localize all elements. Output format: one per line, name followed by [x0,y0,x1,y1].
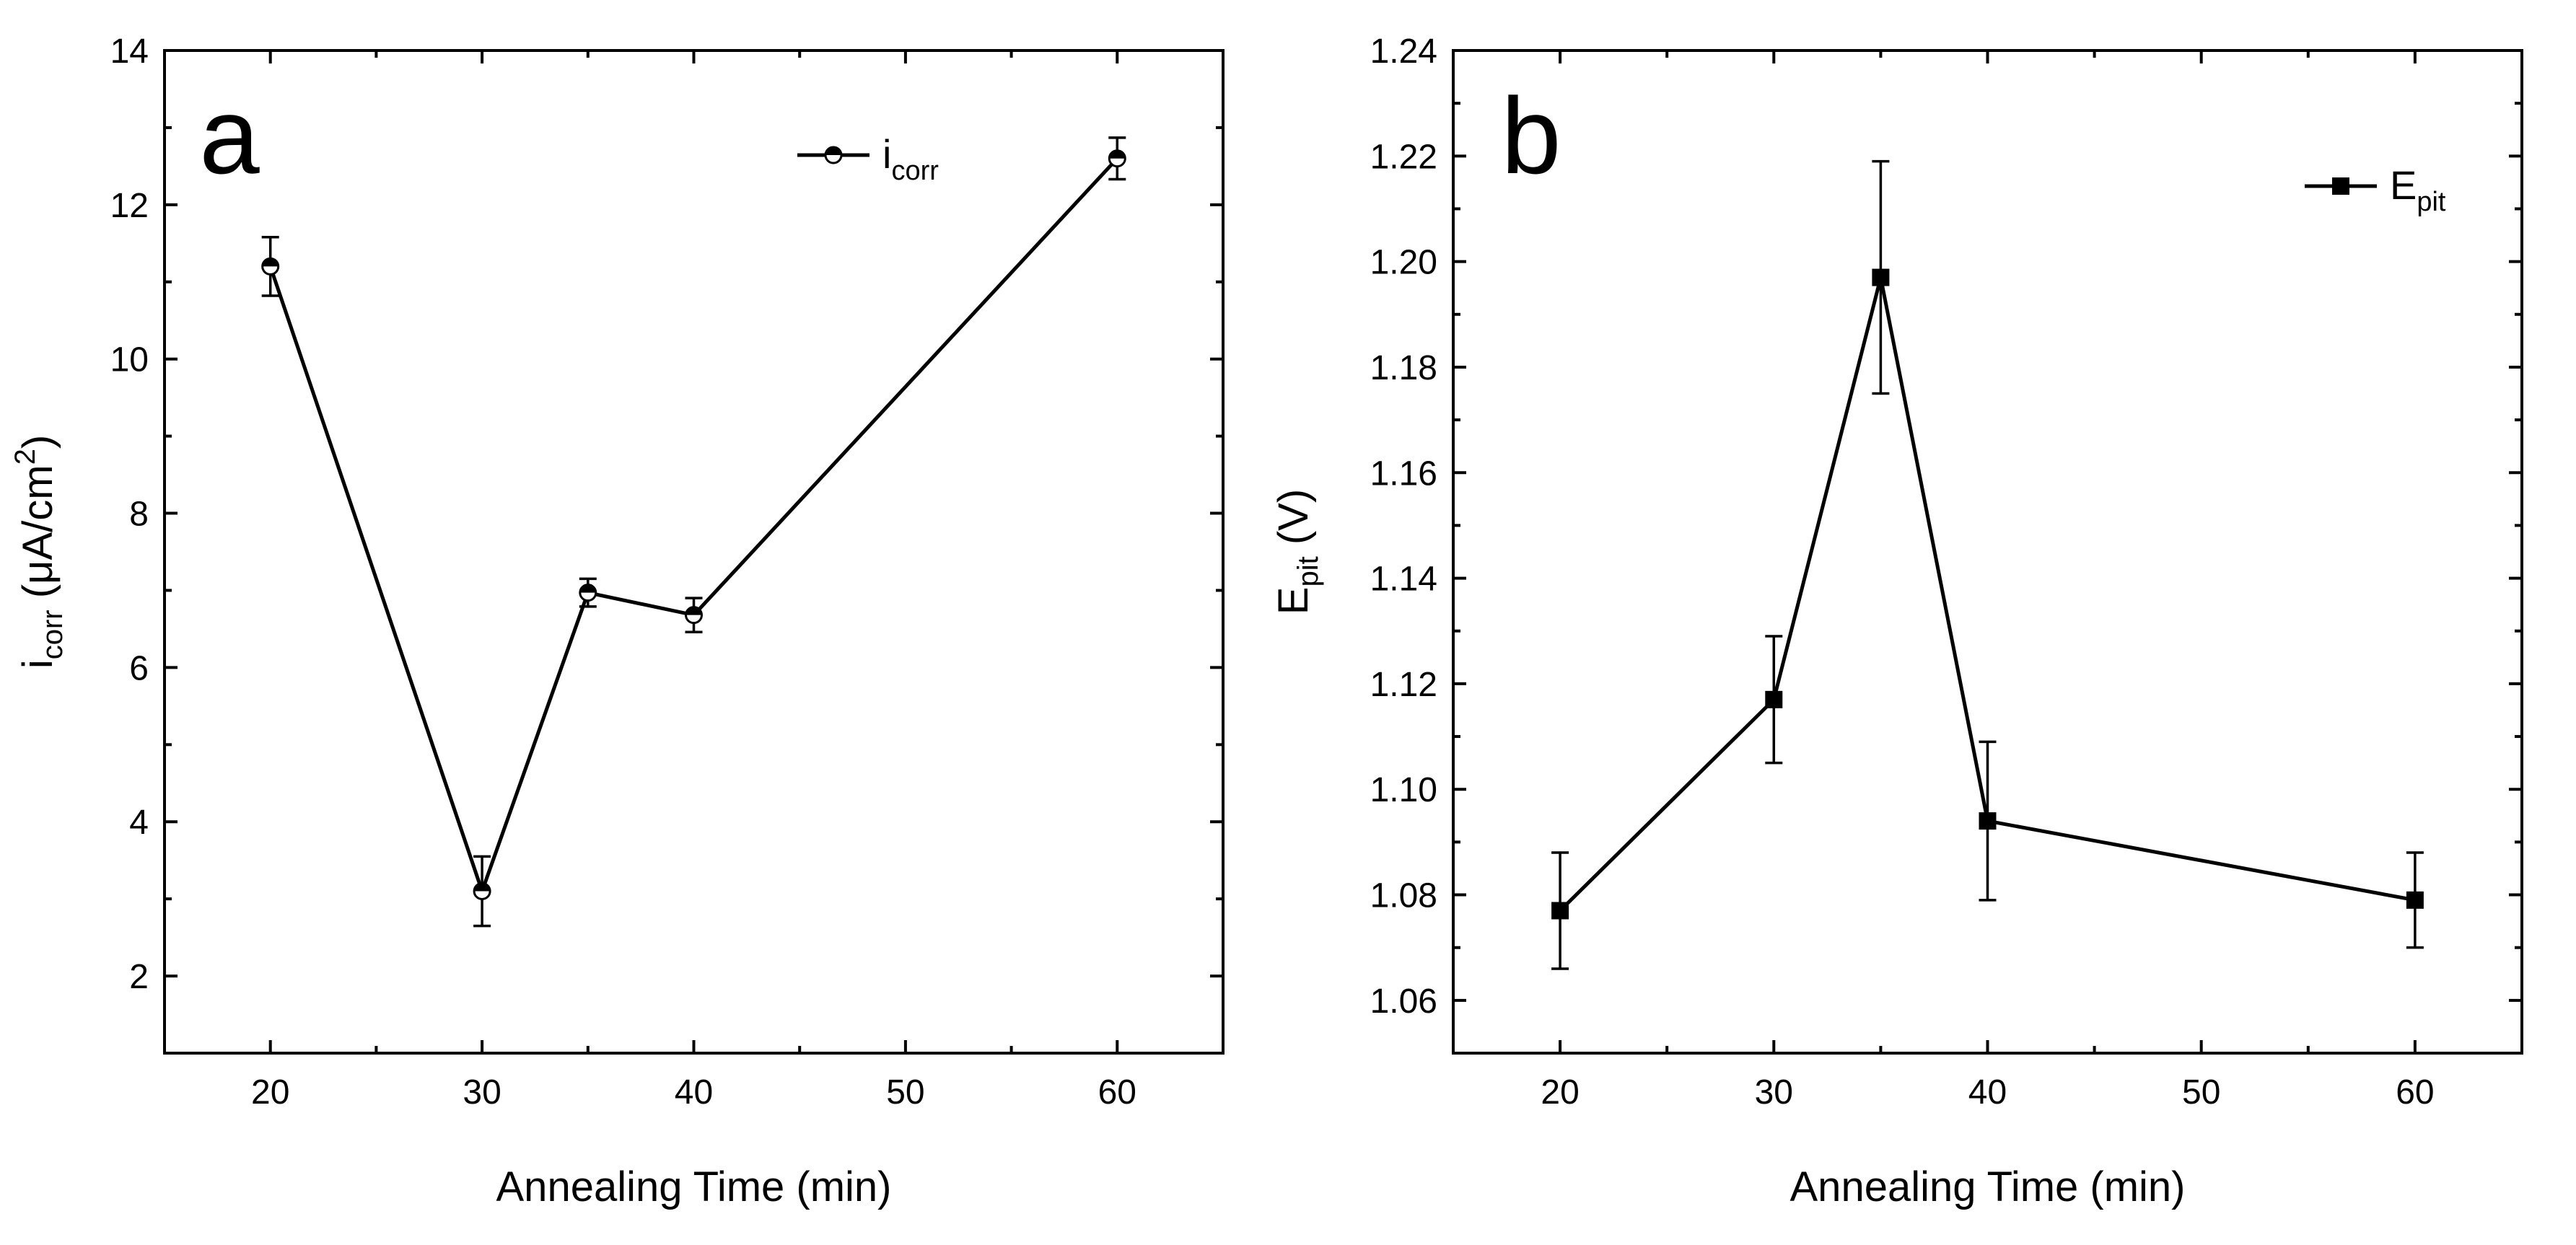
panel-letter: a [199,75,260,196]
legend-label: Epit [2390,162,2446,217]
y-tick-label: 6 [129,649,149,687]
data-point-fill [685,607,702,615]
y-tick-label: 1.16 [1370,454,1437,493]
chart-panel-a: 20 30 40 50 60 2 4 6 8 10 12 14 Annealing Time (min)… [9,32,1225,1210]
x-tick-label: 50 [2182,1073,2220,1112]
data-point [1979,812,1997,830]
y-tick-label: 10 [110,341,149,379]
series-line [268,157,1119,897]
y-axis-label: Epit (V) [1270,489,1324,615]
data-point-fill [1109,150,1126,159]
data-point [1765,690,1783,708]
chart-panel-b: 20 30 40 50 60 1.06 1.08 1.10 1.12 1.14 1.16 1.18 1.… [1270,32,2523,1210]
x-tick-label: 60 [1098,1073,1136,1112]
y-tick-label: 1.22 [1370,138,1437,176]
data-point [2406,891,2424,909]
y-tick-label: 1.10 [1370,771,1437,809]
data-point-fill [579,584,596,593]
legend-label: icorr [882,131,939,186]
data-point-fill [474,883,491,892]
y-tick-label: 1.18 [1370,349,1437,387]
x-axis-label: Annealing Time (min) [1790,1163,2186,1210]
y-tick-label: 1.14 [1370,560,1437,599]
legend-marker-fill [825,147,841,155]
panel-letter: b [1501,75,1561,196]
y-tick-label: 1.06 [1370,982,1437,1021]
data-point [685,606,703,625]
x-tick-label: 20 [251,1073,289,1112]
plot-frame [1452,49,2523,1055]
plot-frame [163,49,1225,1055]
legend-marker [2332,177,2349,195]
data-point [579,584,597,602]
x-tick-label: 40 [675,1073,713,1112]
x-tick-label: 40 [1968,1073,2007,1112]
x-tick-label: 50 [886,1073,924,1112]
x-tick-label: 20 [1541,1073,1579,1112]
x-tick-label: 60 [2396,1073,2434,1112]
y-tick-label: 8 [129,496,149,534]
y-tick-label: 14 [110,32,149,71]
data-point [1872,268,1890,286]
x-tick-label: 30 [1755,1073,1793,1112]
y-tick-label: 4 [129,804,149,842]
data-point [261,257,280,276]
y-tick-label: 1.12 [1370,666,1437,704]
y-tick-label: 1.08 [1370,877,1437,915]
y-axis-label: icorr (μA/cm2) [9,435,69,669]
data-point [473,881,491,900]
data-point [1108,149,1126,168]
y-tick-label: 12 [110,187,149,225]
y-tick-label: 1.20 [1370,244,1437,282]
y-tick-label: 1.24 [1370,32,1437,71]
data-point-fill [262,258,279,267]
data-point [1551,902,1569,920]
x-tick-label: 30 [463,1073,501,1112]
x-axis-label: Annealing Time (min) [496,1163,892,1210]
y-tick-label: 2 [129,958,149,996]
